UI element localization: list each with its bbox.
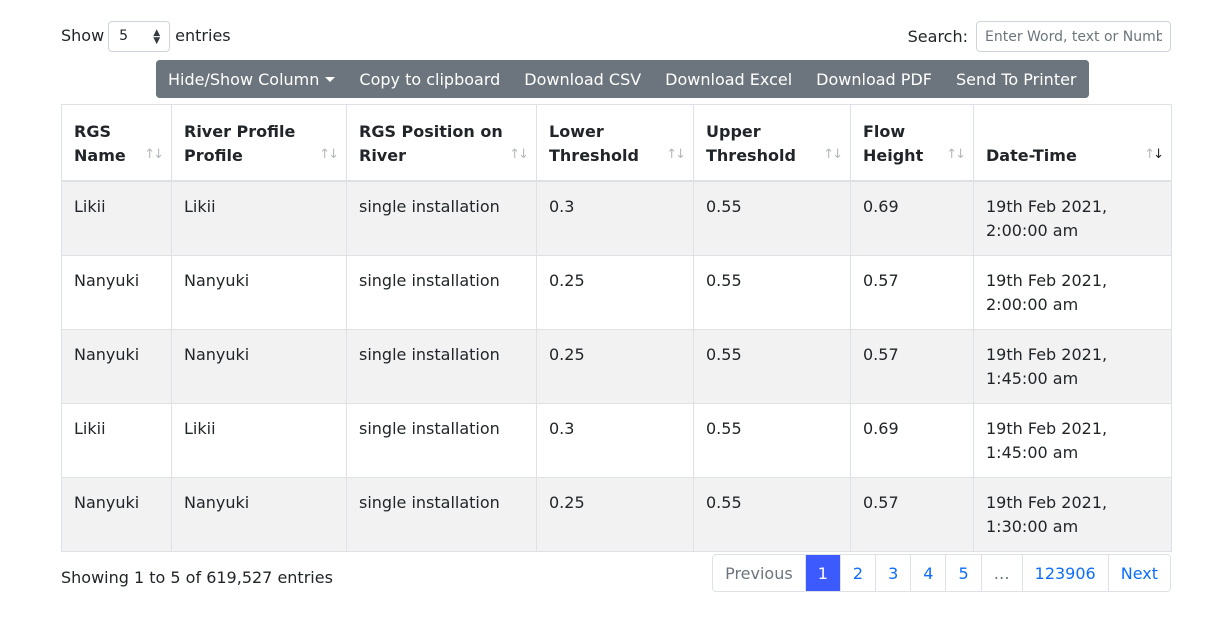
cell-flow-height: 0.57 bbox=[850, 254, 974, 330]
sort-icon: ↑↓ bbox=[319, 146, 339, 162]
cell-date-time: 19th Feb 2021, 1:30:00 am bbox=[973, 476, 1172, 552]
pagination: Previous 1 2 3 4 5 … 123906 Next bbox=[712, 554, 1171, 592]
table-row: Nanyuki Nanyuki single installation 0.25… bbox=[61, 328, 1172, 404]
table-row: Likii Likii single installation 0.3 0.55… bbox=[61, 402, 1172, 478]
pagination-next[interactable]: Next bbox=[1107, 555, 1170, 591]
cell-river-profile: Nanyuki bbox=[171, 476, 347, 552]
cell-upper-threshold: 0.55 bbox=[693, 254, 851, 330]
data-table: RGS Name ↑↓ River Profile Profile ↑↓ RGS P… bbox=[61, 104, 1172, 552]
column-header-label: Upper Threshold bbox=[706, 121, 796, 165]
cell-lower-threshold: 0.3 bbox=[536, 180, 694, 256]
pagination-ellipsis: … bbox=[980, 555, 1022, 591]
cell-date-time: 19th Feb 2021, 1:45:00 am bbox=[973, 402, 1172, 478]
select-arrows-icon: ▲ ▼ bbox=[153, 27, 161, 46]
cell-flow-height: 0.69 bbox=[850, 180, 974, 256]
column-header-rgs-name[interactable]: RGS Name ↑↓ bbox=[61, 104, 172, 182]
pagination-page-5[interactable]: 5 bbox=[945, 555, 981, 591]
cell-date-time: 19th Feb 2021, 2:00:00 am bbox=[973, 180, 1172, 256]
sort-icon: ↑↓ bbox=[666, 146, 686, 162]
sort-icon: ↑↓ bbox=[144, 146, 164, 162]
cell-flow-height: 0.69 bbox=[850, 402, 974, 478]
send-to-printer-button[interactable]: Send To Printer bbox=[943, 60, 1089, 98]
export-button-group: Hide/Show Column Copy to clipboard Downl… bbox=[156, 60, 1089, 98]
sort-descending-icon: ↑↓ bbox=[1144, 146, 1164, 162]
caret-down-icon bbox=[325, 76, 336, 82]
cell-upper-threshold: 0.55 bbox=[693, 328, 851, 404]
cell-rgs-position: single installation bbox=[346, 180, 537, 256]
column-header-river-profile[interactable]: River Profile Profile ↑↓ bbox=[171, 104, 347, 182]
column-header-label: RGS Position on River bbox=[359, 121, 503, 165]
table-header-row: RGS Name ↑↓ River Profile Profile ↑↓ RGS P… bbox=[61, 104, 1172, 182]
search-control: Search: bbox=[908, 21, 1171, 52]
cell-rgs-name: Nanyuki bbox=[61, 328, 172, 404]
hide-show-column-button[interactable]: Hide/Show Column bbox=[156, 60, 348, 98]
show-label: Show bbox=[61, 26, 105, 45]
pagination-page-last[interactable]: 123906 bbox=[1021, 555, 1108, 591]
pagination-page-1[interactable]: 1 bbox=[804, 555, 840, 591]
cell-date-time: 19th Feb 2021, 1:45:00 am bbox=[973, 328, 1172, 404]
column-header-label: River Profile Profile bbox=[184, 121, 296, 165]
cell-upper-threshold: 0.55 bbox=[693, 402, 851, 478]
table-row: Likii Likii single installation 0.3 0.55… bbox=[61, 180, 1172, 256]
table-row: Nanyuki Nanyuki single installation 0.25… bbox=[61, 254, 1172, 330]
cell-river-profile: Likii bbox=[171, 180, 347, 256]
cell-lower-threshold: 0.25 bbox=[536, 254, 694, 330]
cell-lower-threshold: 0.3 bbox=[536, 402, 694, 478]
pagination-page-4[interactable]: 4 bbox=[910, 555, 946, 591]
cell-river-profile: Nanyuki bbox=[171, 254, 347, 330]
column-header-upper-threshold[interactable]: Upper Threshold ↑↓ bbox=[693, 104, 851, 182]
column-header-flow-height[interactable]: Flow Height ↑↓ bbox=[850, 104, 974, 182]
sort-icon: ↑↓ bbox=[946, 146, 966, 162]
cell-lower-threshold: 0.25 bbox=[536, 476, 694, 552]
hide-show-column-label: Hide/Show Column bbox=[168, 69, 320, 89]
cell-flow-height: 0.57 bbox=[850, 476, 974, 552]
pagination-previous[interactable]: Previous bbox=[713, 555, 805, 591]
sort-icon: ↑↓ bbox=[823, 146, 843, 162]
cell-rgs-name: Likii bbox=[61, 402, 172, 478]
sort-icon: ↑↓ bbox=[509, 146, 529, 162]
entries-per-page-select[interactable]: 5 ▲ ▼ bbox=[108, 20, 171, 52]
cell-lower-threshold: 0.25 bbox=[536, 328, 694, 404]
table-row: Nanyuki Nanyuki single installation 0.25… bbox=[61, 476, 1172, 552]
entries-label: entries bbox=[175, 26, 231, 45]
cell-rgs-name: Nanyuki bbox=[61, 254, 172, 330]
pagination-page-3[interactable]: 3 bbox=[875, 555, 911, 591]
copy-to-clipboard-button[interactable]: Copy to clipboard bbox=[347, 60, 513, 98]
cell-rgs-position: single installation bbox=[346, 254, 537, 330]
download-pdf-button[interactable]: Download PDF bbox=[804, 60, 944, 98]
download-csv-button[interactable]: Download CSV bbox=[512, 60, 654, 98]
column-header-lower-threshold[interactable]: Lower Threshold ↑↓ bbox=[536, 104, 694, 182]
column-header-label: Lower Threshold bbox=[549, 121, 639, 165]
cell-rgs-position: single installation bbox=[346, 402, 537, 478]
cell-river-profile: Likii bbox=[171, 402, 347, 478]
entries-select-value: 5 bbox=[119, 28, 129, 44]
column-header-date-time[interactable]: Date-Time ↑↓ bbox=[973, 104, 1172, 182]
column-header-label: Flow Height bbox=[863, 121, 924, 165]
cell-rgs-position: single installation bbox=[346, 328, 537, 404]
table-info-text: Showing 1 to 5 of 619,527 entries bbox=[61, 568, 333, 587]
column-header-label: RGS Name bbox=[74, 121, 126, 165]
cell-upper-threshold: 0.55 bbox=[693, 476, 851, 552]
column-header-rgs-position[interactable]: RGS Position on River ↑↓ bbox=[346, 104, 537, 182]
cell-river-profile: Nanyuki bbox=[171, 328, 347, 404]
search-input[interactable] bbox=[976, 21, 1171, 52]
length-control: Show 5 ▲ ▼ entries bbox=[61, 20, 231, 52]
download-excel-button[interactable]: Download Excel bbox=[653, 60, 805, 98]
pagination-page-2[interactable]: 2 bbox=[839, 555, 876, 591]
cell-flow-height: 0.57 bbox=[850, 328, 974, 404]
cell-upper-threshold: 0.55 bbox=[693, 180, 851, 256]
search-label: Search: bbox=[907, 27, 968, 46]
cell-rgs-position: single installation bbox=[346, 476, 537, 552]
cell-rgs-name: Likii bbox=[61, 180, 172, 256]
column-header-label: Date-Time bbox=[986, 145, 1077, 165]
cell-date-time: 19th Feb 2021, 2:00:00 am bbox=[973, 254, 1172, 330]
cell-rgs-name: Nanyuki bbox=[61, 476, 172, 552]
